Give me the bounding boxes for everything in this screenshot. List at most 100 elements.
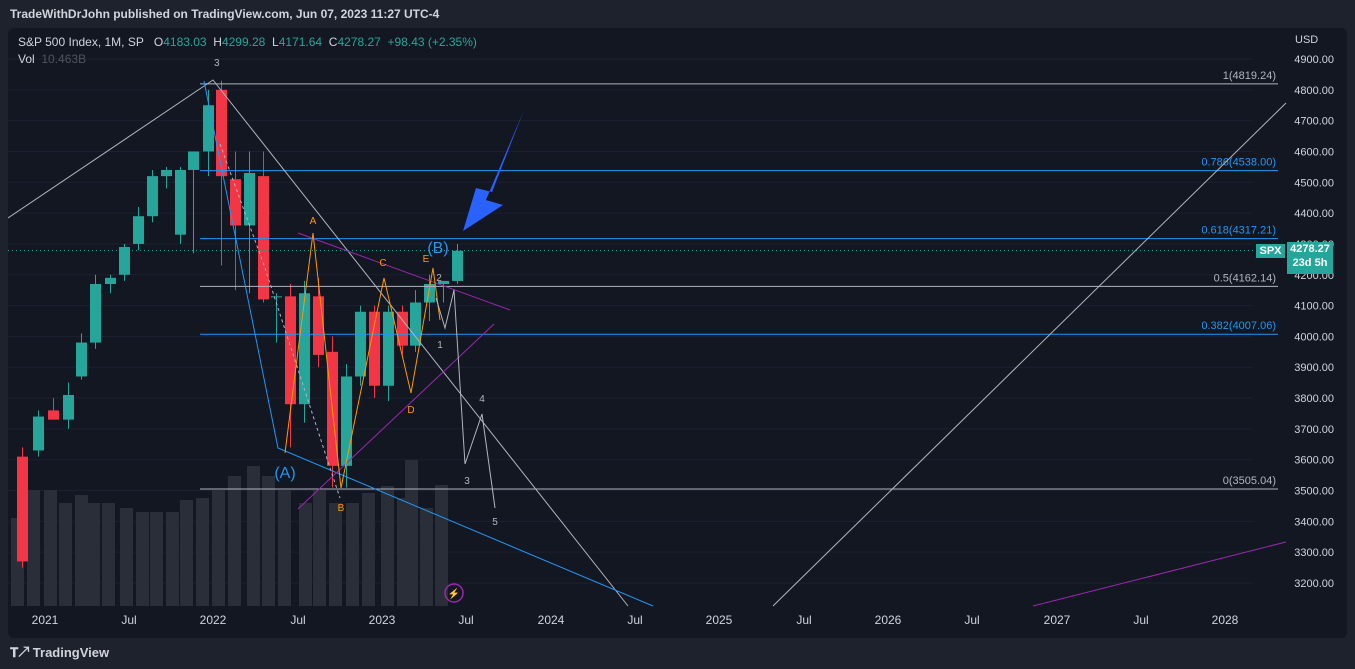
- bull-candle: [244, 173, 255, 226]
- trend-line[interactable]: [1032, 541, 1287, 607]
- price-chart[interactable]: 1(4819.24) 0.786(4538.00) 0.618(4317.21) 0.…: [8, 28, 1347, 638]
- last-price-value: 4278.27: [1290, 243, 1330, 255]
- price-axis-label: 4600.00: [1294, 146, 1334, 158]
- price-axis-label: 3700.00: [1294, 424, 1334, 436]
- price-axis-label: 4800.00: [1294, 85, 1334, 97]
- price-axis-label: 4400.00: [1294, 208, 1334, 220]
- volume-bar: [346, 503, 359, 606]
- chart-legend: S&P 500 Index, 1M, SP O4183.03 H4299.28 …: [18, 34, 477, 68]
- open-value: 4183.03: [163, 35, 207, 49]
- trend-line[interactable]: [297, 232, 511, 311]
- fib-level-label: 0.382(4007.06): [1201, 320, 1276, 332]
- bull-candle: [133, 216, 144, 244]
- last-price-symbol: SPX: [1256, 244, 1285, 258]
- bear-candle: [397, 311, 408, 346]
- bull-candle: [410, 302, 421, 346]
- volume-bar: [87, 503, 100, 606]
- trend-line[interactable]: [297, 323, 495, 510]
- volume-bar: [44, 490, 57, 606]
- price-axis-label: 4100.00: [1294, 301, 1334, 313]
- bull-candle: [452, 250, 463, 281]
- volume-bar: [180, 500, 193, 606]
- fib-level-label: 0(3505.04): [1223, 475, 1276, 487]
- volume-bar: [212, 490, 225, 606]
- chart-panel[interactable]: 1(4819.24) 0.786(4538.00) 0.618(4317.21) 0.…: [8, 28, 1347, 638]
- price-axis-label: 3500.00: [1294, 486, 1334, 498]
- volume-label[interactable]: Vol: [18, 52, 35, 66]
- wave-label-2: 2: [436, 273, 442, 284]
- abcde-wave-path[interactable]: [284, 232, 441, 489]
- price-axis-label: 3400.00: [1294, 516, 1334, 528]
- bull-candle: [355, 311, 366, 377]
- volume-bar: [150, 512, 163, 606]
- time-axis-label: Jul: [796, 613, 811, 627]
- blue-arrow-annotation[interactable]: [463, 110, 524, 231]
- low-label: L: [272, 35, 279, 49]
- volume-bar: [228, 476, 241, 606]
- volume-bar: [247, 466, 260, 606]
- bear-candle: [258, 176, 269, 300]
- volume-bar: [313, 490, 326, 606]
- wave-label-3-top: 3: [214, 58, 220, 69]
- projected-wave-path[interactable]: [435, 289, 496, 509]
- wave-label-B-big: (B): [427, 240, 448, 257]
- wave-label-A-big: (A): [274, 465, 295, 482]
- wave-label-e: E: [423, 254, 430, 265]
- price-axis-label: 4000.00: [1294, 331, 1334, 343]
- time-axis-label: 2022: [200, 613, 227, 627]
- tradingview-logo[interactable]: 𝐓↗ TradingView: [10, 645, 109, 661]
- fib-level-label: 0.618(4317.21): [1201, 225, 1276, 237]
- volume-bar: [27, 490, 40, 606]
- bull-candle: [147, 176, 158, 217]
- volume-bar: [278, 490, 291, 606]
- high-label: H: [213, 35, 222, 49]
- bear-candle: [313, 296, 324, 355]
- bull-candle: [63, 394, 74, 420]
- volume-bar: [381, 486, 394, 606]
- time-axis-label: 2027: [1044, 613, 1071, 627]
- fib-level-label: 0.5(4162.14): [1214, 272, 1276, 284]
- time-axis-label: Jul: [1133, 613, 1148, 627]
- volume-value: 10.463B: [41, 52, 87, 66]
- trend-line[interactable]: [8, 79, 629, 607]
- time-axis-label: 2028: [1212, 613, 1239, 627]
- volume-bar: [362, 493, 375, 606]
- time-axis-label: Jul: [458, 613, 473, 627]
- lightning-glyph: ⚡: [448, 587, 460, 600]
- high-value: 4299.28: [221, 35, 266, 49]
- volume-bar: [262, 476, 275, 606]
- bear-candle: [230, 179, 241, 226]
- time-axis-label: 2024: [538, 613, 565, 627]
- bull-candle: [383, 311, 394, 386]
- time-axis-label: 2023: [369, 613, 396, 627]
- fib-level-label: 0.786(4538.00): [1201, 157, 1276, 169]
- fib-level-label: 1(4819.24): [1223, 70, 1276, 82]
- close-value: 4278.27: [337, 35, 381, 49]
- time-axis-label: Jul: [290, 613, 305, 627]
- bear-candle: [216, 89, 227, 177]
- wave-label-a: A: [310, 216, 317, 227]
- close-label: C: [328, 35, 338, 49]
- volume-bar: [329, 503, 342, 606]
- trend-line[interactable]: [772, 102, 1287, 607]
- price-axis-label: 3900.00: [1294, 362, 1334, 374]
- bull-candle: [271, 296, 282, 298]
- brand-text: TradingView: [32, 645, 110, 660]
- volume-bar: [120, 508, 133, 606]
- lightning-icon[interactable]: [444, 583, 464, 603]
- time-axis-label: Jul: [627, 613, 642, 627]
- trend-line[interactable]: [203, 80, 654, 607]
- price-axis-label: 3600.00: [1294, 455, 1334, 467]
- last-price-tag: SPX 4278.27 23d 5h: [1256, 242, 1333, 274]
- price-axis-label: 3300.00: [1294, 547, 1334, 559]
- symbol-title[interactable]: S&P 500 Index, 1M, SP: [18, 35, 144, 49]
- wave-label-4: 4: [479, 394, 485, 405]
- volume-bar: [75, 495, 88, 606]
- footer-bar: 𝐓↗ TradingView: [0, 638, 1355, 669]
- tv-logo-icon: 𝐓↗: [10, 645, 29, 660]
- volume-bar: [196, 498, 209, 606]
- currency-label[interactable]: USD: [1295, 34, 1319, 46]
- time-axis-label: 2025: [706, 613, 733, 627]
- bull-candle: [299, 293, 310, 405]
